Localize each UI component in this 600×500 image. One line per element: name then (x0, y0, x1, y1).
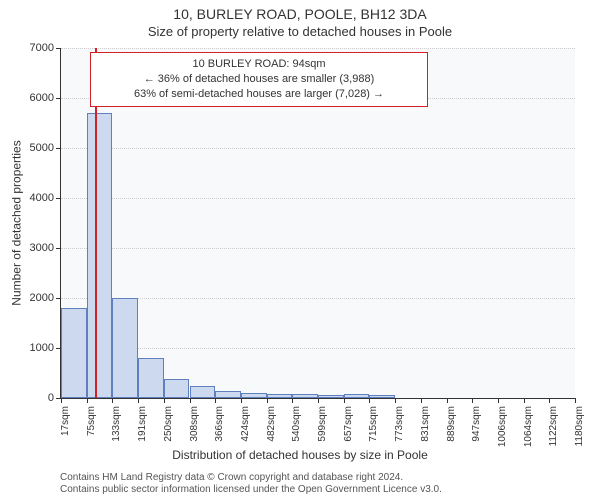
x-tick-label: 17sqm (60, 406, 71, 450)
x-axis-label: Distribution of detached houses by size … (0, 448, 600, 462)
legend-line-3: 63% of semi-detached houses are larger (… (99, 87, 419, 102)
histogram-bar (215, 391, 241, 398)
gridline (61, 348, 575, 349)
x-tick-label: 540sqm (291, 406, 302, 450)
y-tick-label: 1000 (6, 342, 54, 354)
y-tick-label: 4000 (6, 192, 54, 204)
y-tick-label: 5000 (6, 142, 54, 154)
x-tick-label: 250sqm (163, 406, 174, 450)
x-tick-label: 889sqm (446, 406, 457, 450)
y-axis-label-text: Number of detached properties (10, 140, 24, 305)
chart-subtitle: Size of property relative to detached ho… (0, 24, 600, 39)
x-tick-label: 1064sqm (523, 406, 534, 450)
histogram-bar (369, 395, 395, 398)
histogram-bar (87, 113, 113, 398)
y-tick-label: 3000 (6, 242, 54, 254)
x-tick-label: 133sqm (111, 406, 122, 450)
x-tick-label: 715sqm (368, 406, 379, 450)
x-tick-label: 1006sqm (497, 406, 508, 450)
footer: Contains HM Land Registry data © Crown c… (60, 472, 590, 496)
x-tick-label: 657sqm (343, 406, 354, 450)
histogram-bar (112, 298, 138, 398)
histogram-bar (344, 394, 370, 398)
y-tick-label: 2000 (6, 292, 54, 304)
gridline (61, 298, 575, 299)
histogram-bar (318, 395, 344, 399)
histogram-bar (267, 394, 293, 399)
histogram-bar (61, 308, 87, 398)
x-tick-label: 773sqm (394, 406, 405, 450)
gridline (61, 198, 575, 199)
gridline (61, 248, 575, 249)
x-tick-label: 482sqm (266, 406, 277, 450)
x-tick-label: 308sqm (189, 406, 200, 450)
histogram-bar (292, 394, 318, 398)
x-tick-label: 75sqm (86, 406, 97, 450)
x-tick-label: 1122sqm (548, 406, 559, 450)
footer-line-2: Contains public sector information licen… (60, 484, 590, 496)
gridline (61, 148, 575, 149)
property-size-histogram: 10, BURLEY ROAD, POOLE, BH12 3DA Size of… (0, 0, 600, 500)
chart-title: 10, BURLEY ROAD, POOLE, BH12 3DA (0, 6, 600, 22)
x-tick-label: 366sqm (214, 406, 225, 450)
gridline (61, 48, 575, 49)
legend-line-1: 10 BURLEY ROAD: 94sqm (99, 57, 419, 72)
y-tick-label: 6000 (6, 92, 54, 104)
histogram-bar (164, 379, 190, 398)
histogram-bar (190, 386, 216, 399)
x-tick-label: 947sqm (471, 406, 482, 450)
footer-line-1: Contains HM Land Registry data © Crown c… (60, 472, 590, 484)
histogram-bar (138, 358, 164, 398)
x-tick-label: 831sqm (420, 406, 431, 450)
x-tick-label: 1180sqm (574, 406, 585, 450)
x-tick-label: 424sqm (240, 406, 251, 450)
histogram-bar (241, 393, 267, 399)
y-tick-label: 7000 (6, 42, 54, 54)
y-tick-label: 0 (6, 392, 54, 404)
legend-box: 10 BURLEY ROAD: 94sqm ← 36% of detached … (90, 52, 428, 107)
legend-line-2: ← 36% of detached houses are smaller (3,… (99, 72, 419, 87)
x-tick-label: 599sqm (317, 406, 328, 450)
x-tick-label: 191sqm (137, 406, 148, 450)
